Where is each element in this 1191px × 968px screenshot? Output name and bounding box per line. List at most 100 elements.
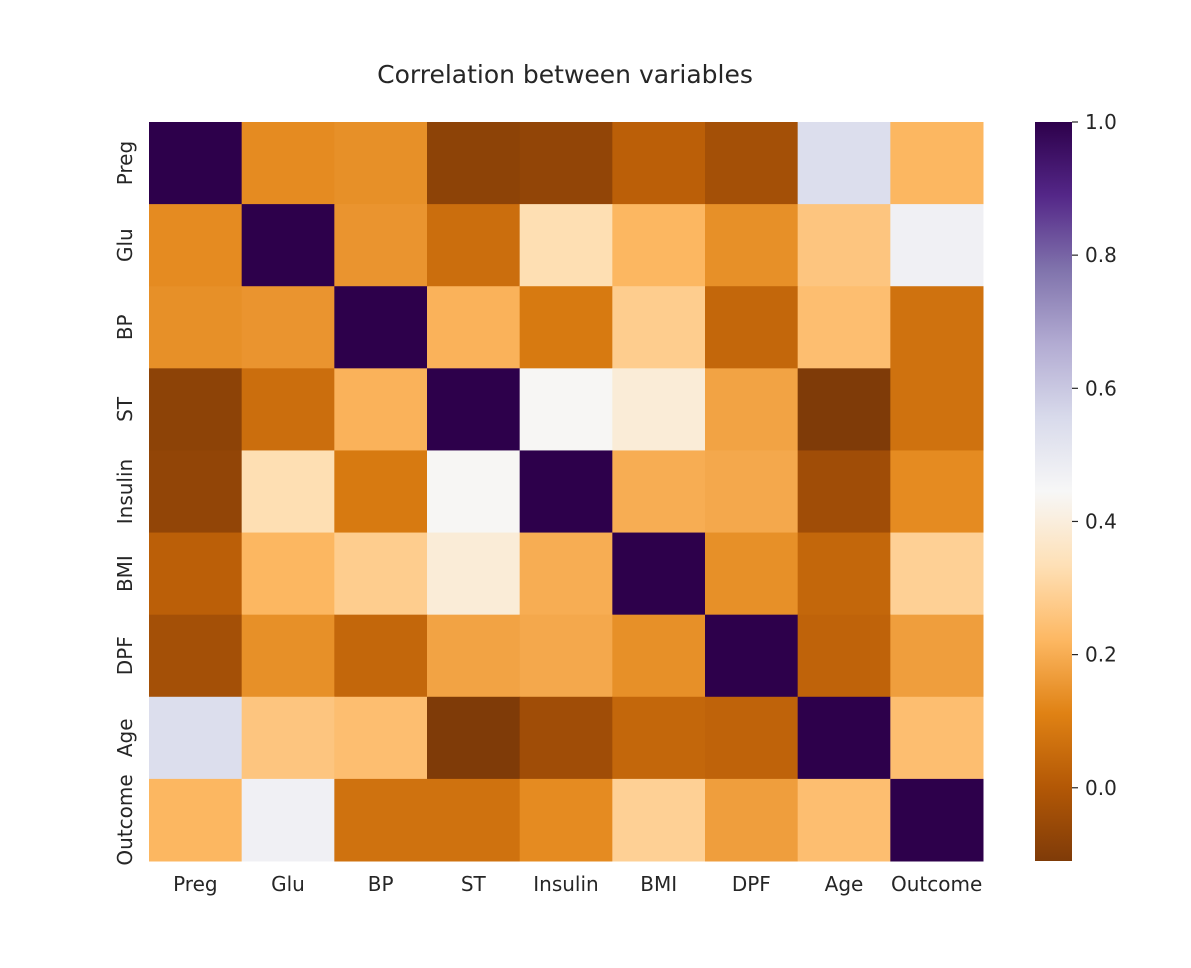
colorbar-tick-label: 0.4 [1085, 509, 1117, 533]
heatmap-cell-outcome-insulin [519, 778, 613, 862]
heatmap-cell-dpf-outcome [890, 614, 984, 698]
heatmap-cell-st-bp [334, 368, 428, 451]
heatmap-cell-outcome-dpf [705, 778, 799, 862]
y-tick-label-glu: Glu [113, 228, 137, 262]
heatmap-cell-bmi-dpf [705, 532, 799, 616]
heatmap-cell-glu-preg [149, 204, 243, 287]
colorbar-tick-label: 0.0 [1085, 776, 1117, 800]
heatmap-cell-insulin-st [427, 450, 521, 534]
heatmap-cells [149, 122, 984, 862]
colorbar-ticks: 0.0 0.2 0.4 0.6 0.8 1.0 [1072, 110, 1117, 800]
x-tick-label-st: ST [461, 872, 487, 896]
heatmap-cell-glu-insulin [519, 204, 613, 287]
heatmap-cell-age-outcome [890, 696, 984, 780]
y-tick-label-st: ST [113, 396, 137, 422]
heatmap-cell-insulin-bmi [612, 450, 706, 534]
heatmap-cell-bmi-glu [241, 532, 335, 616]
heatmap-cell-preg-preg [149, 122, 243, 205]
heatmap-cell-insulin-preg [149, 450, 243, 534]
heatmap-cell-preg-glu [241, 122, 335, 205]
heatmap-cell-bp-insulin [519, 286, 613, 369]
heatmap-cell-glu-dpf [705, 204, 799, 287]
heatmap-cell-insulin-age [797, 450, 891, 534]
heatmap-cell-age-glu [241, 696, 335, 780]
chart-title: Correlation between variables [377, 60, 753, 89]
heatmap-cell-dpf-bmi [612, 614, 706, 698]
colorbar-tick-label: 1.0 [1085, 110, 1117, 134]
heatmap-cell-outcome-glu [241, 778, 335, 862]
heatmap-cell-bp-dpf [705, 286, 799, 369]
heatmap-cell-preg-dpf [705, 122, 799, 205]
heatmap-cell-outcome-preg [149, 778, 243, 862]
heatmap-cell-age-age [797, 696, 891, 780]
colorbar-tick-label: 0.6 [1085, 376, 1117, 400]
heatmap-cell-dpf-glu [241, 614, 335, 698]
heatmap-cell-bp-glu [241, 286, 335, 369]
heatmap-cell-dpf-insulin [519, 614, 613, 698]
x-tick-label-age: Age [825, 872, 864, 896]
heatmap-cell-age-insulin [519, 696, 613, 780]
y-tick-label-outcome: Outcome [113, 774, 137, 865]
heatmap-cell-bp-bp [334, 286, 428, 369]
heatmap-cell-insulin-outcome [890, 450, 984, 534]
heatmap-cell-bmi-age [797, 532, 891, 616]
heatmap-cell-preg-age [797, 122, 891, 205]
x-tick-label-bp: BP [368, 872, 394, 896]
x-tick-label-bmi: BMI [640, 872, 677, 896]
heatmap-cell-glu-glu [241, 204, 335, 287]
heatmap-cell-bmi-st [427, 532, 521, 616]
heatmap-cell-outcome-age [797, 778, 891, 862]
y-tick-label-bp: BP [113, 314, 137, 340]
heatmap-cell-st-age [797, 368, 891, 451]
y-tick-label-insulin: Insulin [113, 459, 137, 524]
heatmap-cell-bmi-bmi [612, 532, 706, 616]
colorbar-tick-label: 0.2 [1085, 643, 1117, 667]
heatmap-cell-dpf-age [797, 614, 891, 698]
heatmap-cell-dpf-bp [334, 614, 428, 698]
heatmap-cell-dpf-preg [149, 614, 243, 698]
heatmap-cell-age-st [427, 696, 521, 780]
y-tick-label-dpf: DPF [113, 636, 137, 675]
heatmap-cell-insulin-insulin [519, 450, 613, 534]
heatmap-cell-bp-bmi [612, 286, 706, 369]
heatmap-cell-outcome-bp [334, 778, 428, 862]
heatmap-cell-age-bmi [612, 696, 706, 780]
y-tick-label-bmi: BMI [113, 555, 137, 592]
heatmap-cell-glu-bp [334, 204, 428, 287]
heatmap-cell-st-bmi [612, 368, 706, 451]
heatmap-cell-preg-bmi [612, 122, 706, 205]
heatmap-cell-st-glu [241, 368, 335, 451]
heatmap-cell-preg-bp [334, 122, 428, 205]
colorbar [1035, 122, 1072, 861]
heatmap-cell-age-dpf [705, 696, 799, 780]
heatmap-cell-bp-age [797, 286, 891, 369]
heatmap-cell-outcome-st [427, 778, 521, 862]
heatmap-cell-outcome-outcome [890, 778, 984, 862]
heatmap-cell-age-bp [334, 696, 428, 780]
x-tick-label-glu: Glu [271, 872, 305, 896]
heatmap-cell-preg-insulin [519, 122, 613, 205]
colorbar-tick-label: 0.8 [1085, 243, 1117, 267]
heatmap-cell-preg-outcome [890, 122, 984, 205]
heatmap-cell-dpf-dpf [705, 614, 799, 698]
heatmap-cell-glu-bmi [612, 204, 706, 287]
heatmap-cell-glu-age [797, 204, 891, 287]
heatmap-cell-bp-preg [149, 286, 243, 369]
heatmap-cell-bmi-insulin [519, 532, 613, 616]
heatmap-cell-st-st [427, 368, 521, 451]
heatmap-cell-age-preg [149, 696, 243, 780]
x-tick-label-dpf: DPF [732, 872, 771, 896]
heatmap-cell-bmi-outcome [890, 532, 984, 616]
heatmap-cell-bmi-bp [334, 532, 428, 616]
heatmap-cell-insulin-bp [334, 450, 428, 534]
heatmap-cell-glu-st [427, 204, 521, 287]
heatmap-cell-st-dpf [705, 368, 799, 451]
heatmap-cell-dpf-st [427, 614, 521, 698]
x-tick-label-insulin: Insulin [533, 872, 598, 896]
heatmap-cell-bmi-preg [149, 532, 243, 616]
x-tick-label-outcome: Outcome [891, 872, 982, 896]
y-tick-label-age: Age [113, 718, 137, 757]
y-tick-labels: Preg Glu BP ST Insulin BMI DPF Age Outcome [113, 141, 137, 866]
heatmap-cell-st-outcome [890, 368, 984, 451]
